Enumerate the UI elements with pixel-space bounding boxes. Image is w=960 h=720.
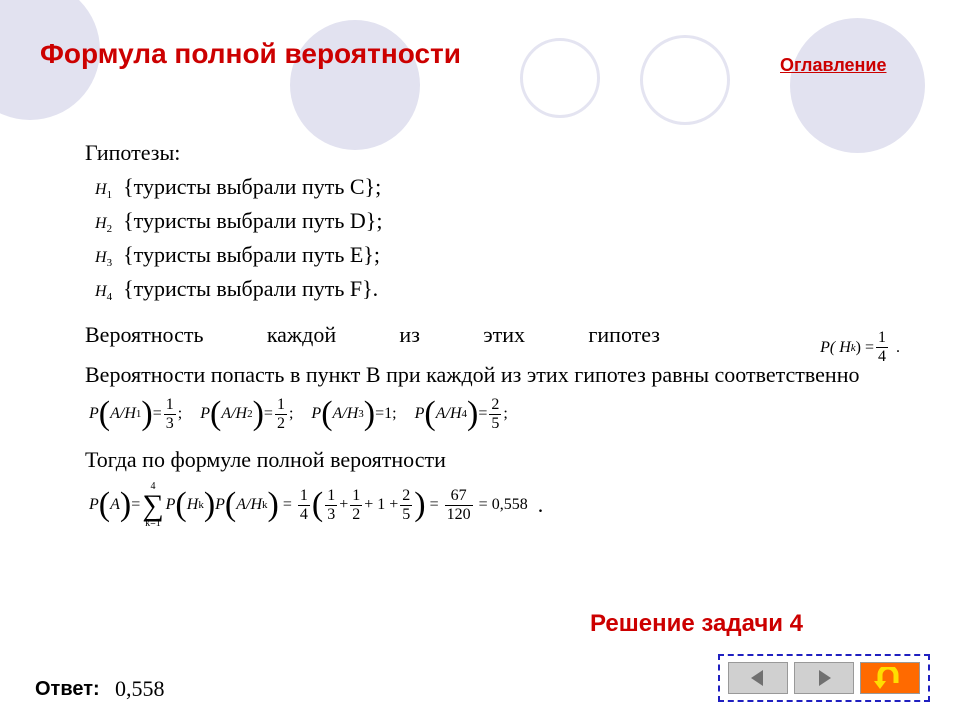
content-area: Гипотезы: H1 {туристы выбрали путь C}; H… (85, 140, 900, 541)
bg-circle-3 (520, 38, 600, 118)
answer-value: 0,558 (115, 676, 165, 702)
hypothesis-row: H4 {туристы выбрали путь F}. (95, 274, 900, 305)
hypothesis-row: H3 {туристы выбрали путь E}; (95, 240, 900, 271)
cond-3: P(A/H3) = 1; (311, 405, 396, 423)
cond-1: P(A/H1) = 13; (89, 397, 182, 432)
divider-top: ----------------------------------------… (25, 90, 930, 91)
hyp-text: {туристы выбрали путь C}; (123, 174, 381, 199)
cond-2: P(A/H2) = 12; (200, 397, 293, 432)
hyp-text: {туристы выбрали путь F}. (123, 276, 378, 301)
solution-label: Решение задачи 4 (590, 610, 803, 638)
nav-controls (718, 654, 930, 702)
hyp-text: {туристы выбрали путь D}; (123, 208, 382, 233)
hyp-text: {туристы выбрали путь E}; (123, 242, 380, 267)
hypotheses-header: Гипотезы: (85, 140, 900, 166)
bg-circle-5 (790, 18, 925, 153)
total-approx: 0,558 (492, 496, 528, 514)
return-button[interactable] (860, 662, 920, 694)
hypothesis-row: H2 {туристы выбрали путь D}; (95, 206, 900, 237)
cond-4: P(A/H4) = 25; (415, 397, 508, 432)
bg-circle-4 (640, 35, 730, 125)
toc-link[interactable]: Оглавление (780, 55, 886, 76)
answer-label: Ответ: (35, 678, 100, 701)
phk-formula: P( Hk ) = 14 . (820, 330, 900, 365)
hyp-symbol: H4 (95, 283, 112, 300)
hyp-symbol: H3 (95, 249, 112, 266)
line-prob-each: Вероятность каждой из этих гипотез (85, 319, 660, 351)
next-button[interactable] (794, 662, 854, 694)
line-cond-prob: Вероятности попасть в пункт B при каждой… (85, 359, 900, 391)
hyp-symbol: H1 (95, 181, 112, 198)
phk-frac: 14 (876, 330, 888, 365)
hyp-symbol: H2 (95, 215, 112, 232)
line-total-prob: Тогда по формуле полной вероятности (85, 444, 900, 476)
prev-button[interactable] (728, 662, 788, 694)
sigma: 4 ∑ k=1 (142, 482, 163, 529)
total-formula: P(A) = 4 ∑ k=1 P(Hk)P(A/Hk) = 14 ( 13 + … (89, 482, 900, 529)
divider-bottom: ----------------------------------------… (45, 644, 930, 645)
conditional-probs: P(A/H1) = 13; P(A/H2) = 12; P(A/H3) = 1;… (89, 397, 900, 432)
slide-title: Формула полной вероятности (40, 38, 461, 70)
phk-lhs: P( H (820, 339, 851, 357)
hypothesis-row: H1 {туристы выбрали путь C}; (95, 172, 900, 203)
